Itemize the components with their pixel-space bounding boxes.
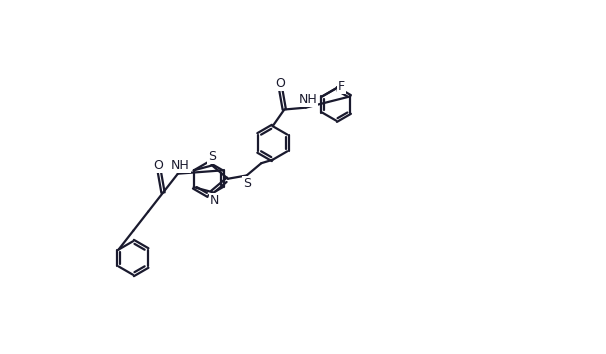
Text: F: F xyxy=(338,80,345,93)
Text: N: N xyxy=(210,194,219,207)
Text: NH: NH xyxy=(298,93,317,106)
Text: O: O xyxy=(153,159,163,172)
Text: S: S xyxy=(244,177,251,190)
Text: S: S xyxy=(208,150,216,163)
Text: NH: NH xyxy=(171,159,190,172)
Text: O: O xyxy=(275,77,285,90)
